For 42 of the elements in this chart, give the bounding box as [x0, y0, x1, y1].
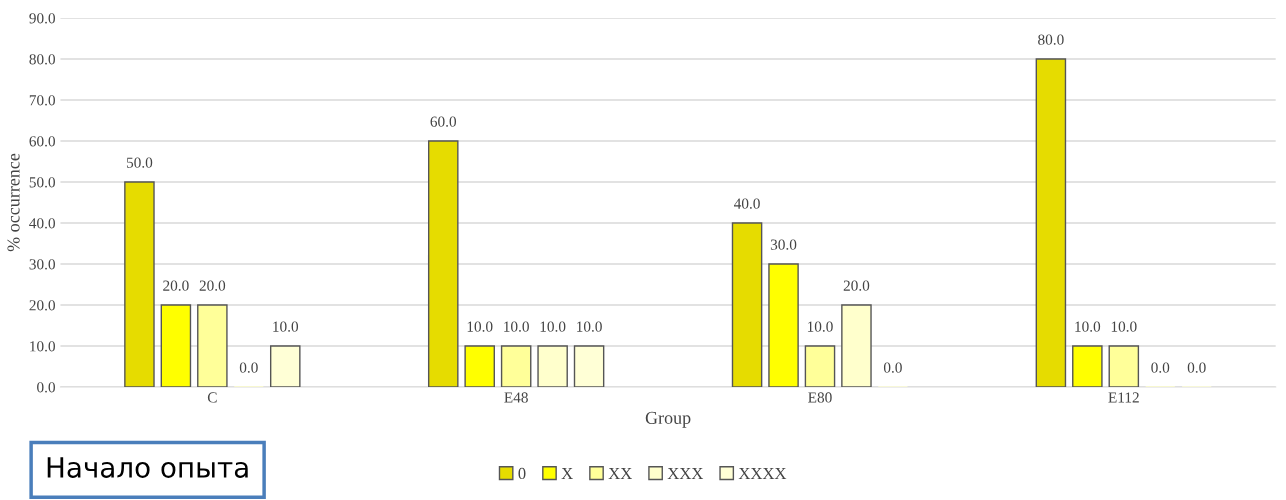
- x-tick-label: E112: [1108, 392, 1139, 403]
- y-tick-label: 90.0: [29, 13, 55, 24]
- legend-label: XXX: [667, 468, 704, 479]
- text: Начало опыта: [47, 457, 248, 478]
- y-tick-label: 20.0: [29, 300, 55, 311]
- y-tick-label: 40.0: [29, 218, 55, 229]
- y-tick-label: 50.0: [29, 177, 55, 188]
- data-label: 60.0: [430, 116, 457, 127]
- data-label: 10.0: [540, 321, 566, 332]
- data-label: 0.0: [883, 362, 902, 373]
- data-label: 10.0: [577, 321, 602, 332]
- y-tick-label: 0.0: [37, 382, 55, 393]
- data-label: 40.0: [734, 198, 760, 209]
- y-tick-label: 80.0: [29, 54, 55, 65]
- data-label: 20.0: [843, 280, 870, 291]
- data-label: 20.0: [199, 280, 226, 291]
- data-label: 10.0: [273, 321, 299, 332]
- x-tick-label: E80: [808, 392, 832, 403]
- legend-label: XX: [608, 468, 632, 479]
- data-label: 0.0: [1187, 362, 1206, 373]
- data-label: 50.0: [126, 157, 153, 168]
- y-tick-label: 70.0: [29, 95, 55, 106]
- y-tick-label: 10.0: [30, 341, 55, 352]
- data-label: 10.0: [504, 321, 529, 332]
- data-label: 80.0: [1038, 34, 1064, 45]
- legend-label: X: [561, 468, 573, 479]
- legend-label: 0: [518, 467, 526, 480]
- data-label: 10.0: [807, 321, 833, 332]
- data-label: 20.0: [163, 280, 189, 291]
- y-tick-label: 60.0: [29, 136, 55, 147]
- x-tick-label: C: [207, 392, 217, 403]
- data-label: 0.0: [1151, 362, 1170, 373]
- data-label: 0.0: [239, 362, 258, 373]
- data-label: 30.0: [770, 239, 797, 250]
- x-tick-label: E48: [504, 392, 528, 403]
- data-label: 10.0: [467, 321, 493, 332]
- y-axis-title: % occurrence: [7, 153, 20, 252]
- data-label: 10.0: [1075, 321, 1101, 332]
- data-label: 10.0: [1111, 321, 1137, 332]
- y-tick-label: 30.0: [29, 259, 55, 270]
- legend-label: XXXX: [738, 468, 787, 479]
- x-axis-title: Group: [645, 411, 691, 428]
